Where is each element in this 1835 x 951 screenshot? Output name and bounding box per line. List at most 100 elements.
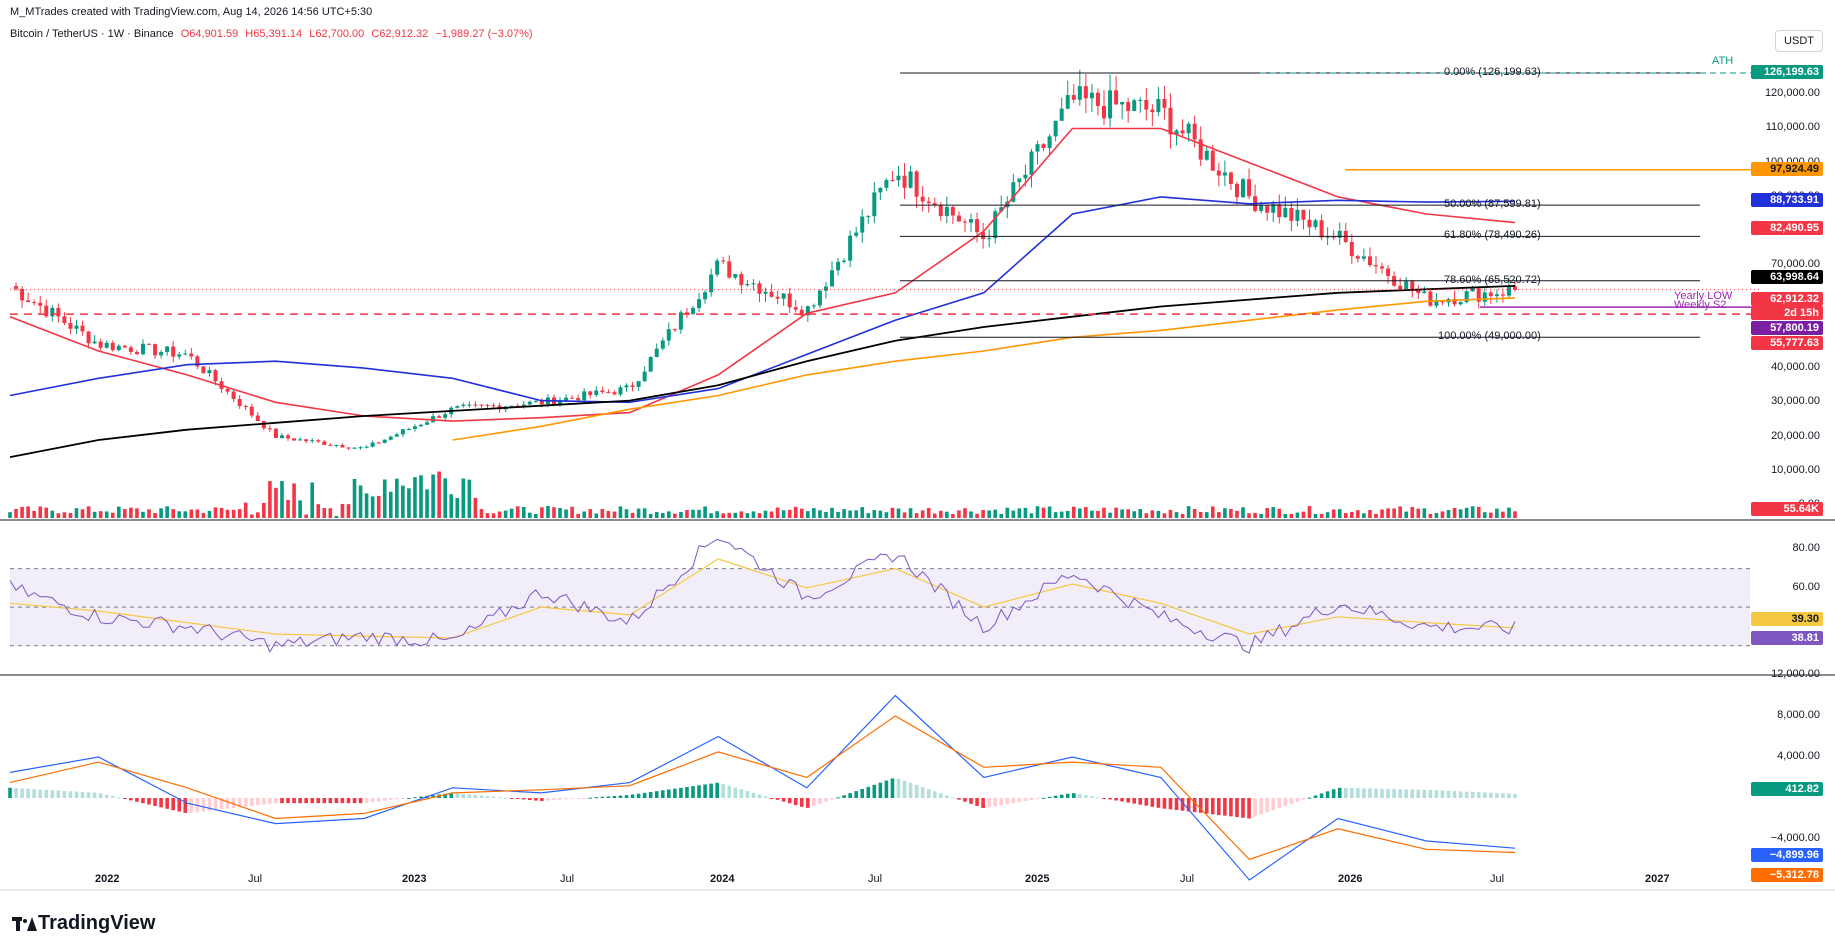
volume-tag: 55.64K (1751, 502, 1823, 516)
volume-bar (219, 508, 224, 518)
candle-body (1458, 302, 1463, 305)
candle-body (110, 342, 115, 351)
volume-bar (1337, 509, 1342, 518)
volume-bar (848, 510, 852, 518)
volume-bar (866, 513, 871, 518)
volume-bar (479, 509, 484, 518)
macd-histogram-bar (171, 798, 175, 811)
macd-histogram-bar (757, 794, 762, 798)
candle-body (92, 341, 97, 344)
candle-body (267, 428, 272, 430)
volume-bar (1416, 508, 1421, 518)
chart-credit: M_MTrades created with TradingView.com, … (10, 6, 373, 18)
macd-histogram-bar (231, 798, 236, 808)
macd-histogram-bar (310, 798, 315, 804)
macd-histogram-bar (685, 786, 689, 798)
volume-bar (1404, 511, 1409, 518)
macd-histogram-bar (540, 798, 544, 802)
volume-bar (1029, 513, 1034, 518)
volume-bar (926, 507, 931, 518)
volume-bar (576, 513, 580, 518)
time-axis-label: 2022 (95, 873, 120, 885)
volume-bar (38, 506, 43, 518)
volume-bar (1210, 506, 1215, 518)
volume-bar (654, 512, 659, 518)
macd-histogram-bar (963, 798, 967, 802)
macd-histogram-bar (1271, 798, 1276, 811)
volume-bar (449, 494, 454, 518)
macd-histogram-bar (1156, 798, 1161, 808)
macd-histogram-bar (1078, 794, 1082, 798)
macd-histogram-bar (920, 787, 925, 798)
candle-body (1349, 242, 1354, 257)
rsi-ma-tag: 39.30 (1751, 611, 1823, 626)
volume-bar (703, 506, 707, 518)
volume-bar (388, 491, 393, 518)
volume-bar (612, 511, 617, 518)
fib-level-label: 0.00% (126,199.63) (1444, 66, 1541, 78)
volume-bar (141, 511, 145, 518)
volume-bar (1464, 507, 1469, 518)
volume-bar (334, 515, 339, 518)
candle-body (467, 404, 472, 406)
macd-histogram-bar (1277, 798, 1282, 809)
currency-button[interactable]: USDT (1775, 30, 1823, 52)
candle-body (1271, 204, 1276, 213)
candle-body (950, 207, 955, 216)
volume-bar (1180, 513, 1185, 518)
candle-body (799, 309, 804, 316)
volume-bar (225, 509, 230, 518)
candle-body (388, 436, 393, 440)
candle-body (310, 440, 315, 442)
candle-body (745, 284, 750, 286)
volume-bar (521, 507, 526, 518)
volume-bar (461, 478, 466, 518)
macd-histogram-bar (388, 798, 393, 801)
candle-body (956, 215, 961, 222)
macd-histogram-bar (1416, 789, 1421, 798)
macd-histogram-bar (932, 791, 937, 798)
macd-histogram-bar (1223, 798, 1227, 816)
candle-body (763, 291, 768, 294)
macd-histogram-bar (648, 792, 653, 798)
macd-histogram-bar (1259, 798, 1263, 815)
candle-body (140, 343, 145, 355)
candle-body (382, 439, 387, 443)
candle-body (872, 192, 877, 217)
candle-body (793, 307, 798, 310)
volume-bar (679, 511, 683, 518)
candle-body (485, 404, 490, 406)
macd-histogram-bar (576, 798, 580, 799)
volume-bar (177, 511, 182, 518)
volume-bar (939, 510, 943, 518)
volume-bar (503, 510, 508, 518)
volume-bar (685, 510, 689, 518)
ohlc-close: C62,912.32 (371, 28, 429, 40)
volume-bar (540, 507, 544, 518)
macd-histogram-bar (799, 798, 804, 807)
candle-body (1325, 236, 1330, 238)
symbol-title: Bitcoin / TetherUS · 1W · Binance (10, 28, 174, 40)
macd-histogram-bar (509, 798, 514, 799)
volume-bar (86, 506, 91, 518)
tradingview-logo[interactable]: TradingView (12, 912, 155, 935)
macd-histogram-bar (1301, 798, 1306, 800)
macd-histogram-bar (1513, 793, 1517, 798)
volume-bar (1023, 507, 1028, 518)
volume-bar (1350, 511, 1354, 518)
volume-bar (268, 481, 272, 518)
macd-histogram-bar (999, 798, 1004, 806)
rsi-band (10, 568, 1750, 646)
volume-bar (80, 509, 85, 518)
volume-bar (1422, 508, 1427, 518)
volume-bar (594, 513, 599, 518)
candle-body (437, 416, 442, 418)
volume-bar (836, 511, 840, 518)
candle-body (1410, 281, 1415, 291)
volume-bar (1507, 507, 1511, 518)
macd-histogram-bar (1458, 791, 1463, 798)
macd-histogram-bar (824, 798, 828, 802)
volume-bar (237, 509, 242, 518)
candle-body (896, 175, 901, 181)
